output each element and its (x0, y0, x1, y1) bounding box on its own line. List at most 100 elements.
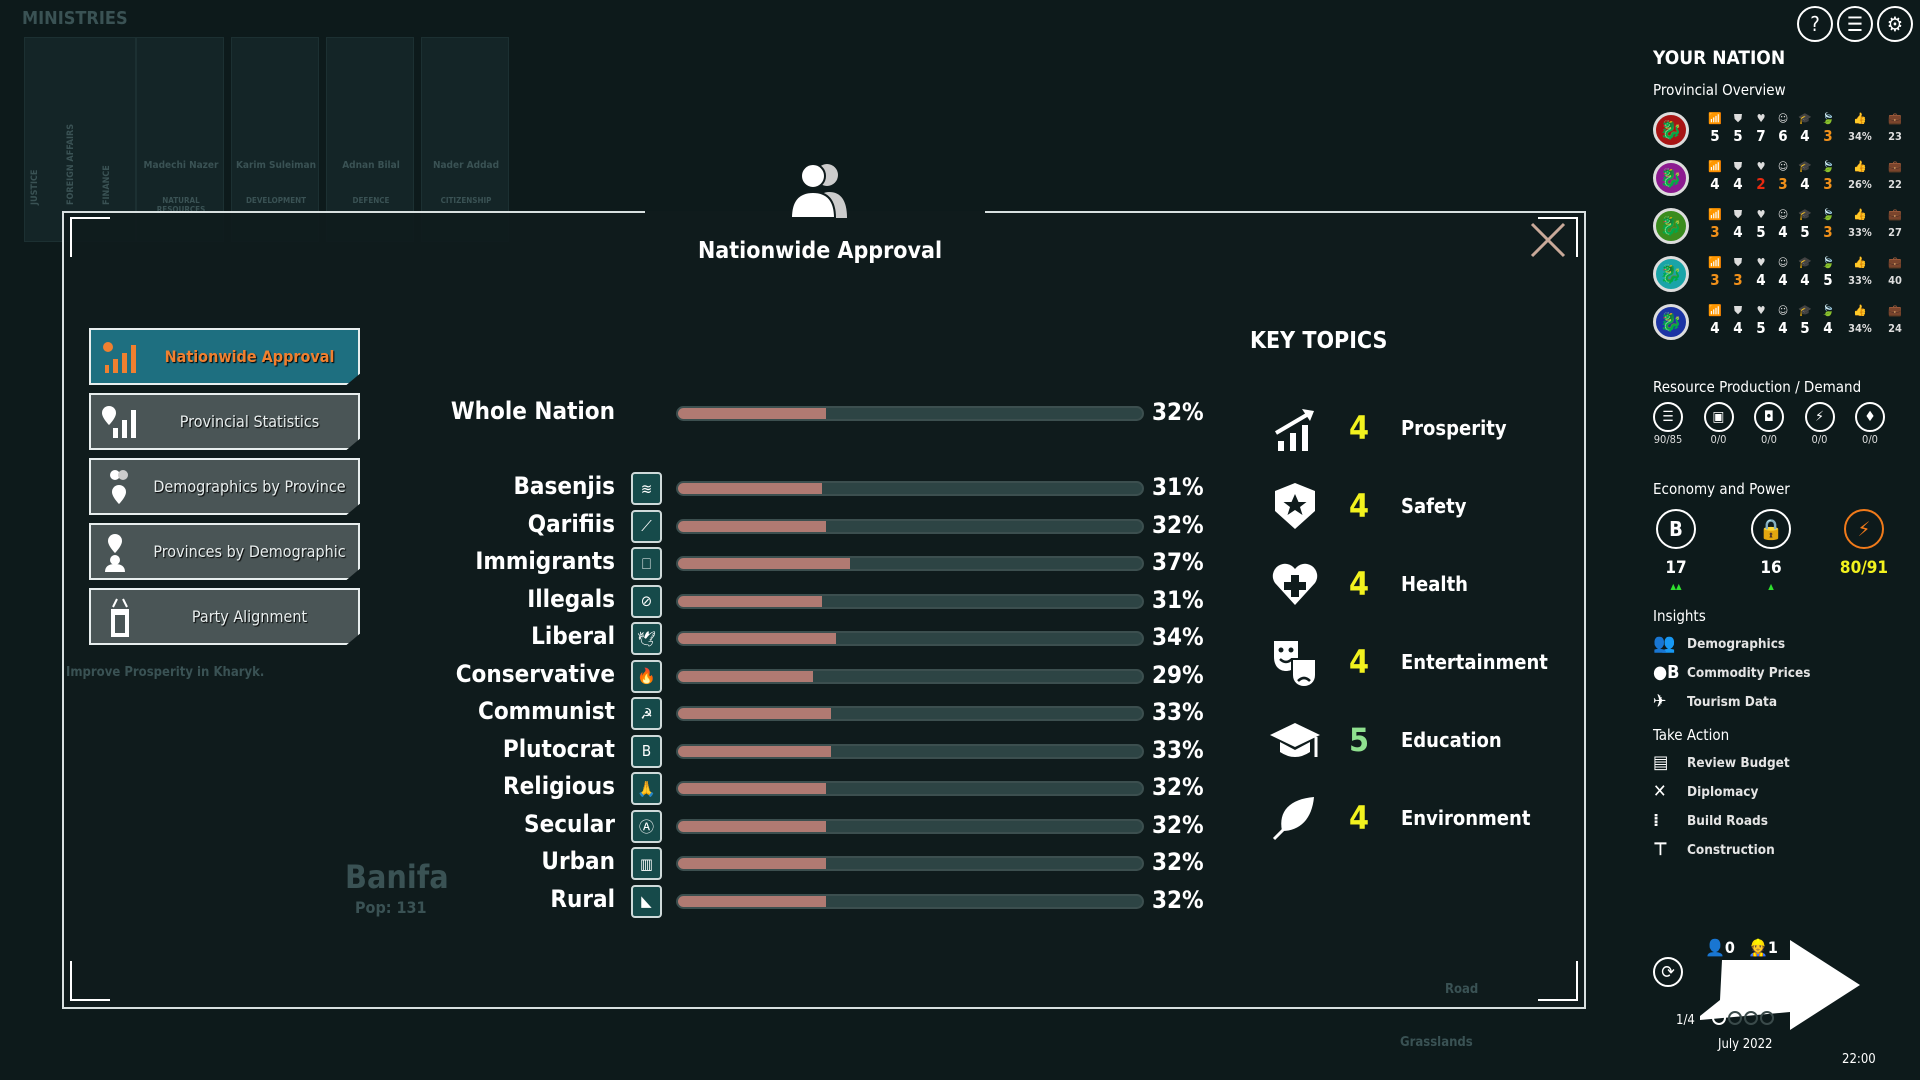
jobs-icon: 💼 (1888, 256, 1902, 269)
ministry-role: DEFENCE (352, 196, 390, 205)
timer-icon (1712, 1011, 1726, 1025)
province-emblem[interactable]: 🐉 (1653, 304, 1689, 340)
close-icon[interactable] (1528, 220, 1568, 260)
passport-icon: ⎕ (631, 547, 662, 580)
province-stat: 5 (1733, 127, 1743, 145)
approval-bar-fill (678, 595, 822, 607)
link-tourism-data[interactable]: ✈ Tourism Data (1653, 691, 1777, 712)
key-topic-label: Prosperity (1401, 416, 1507, 440)
approval-percent: 34% (1152, 623, 1204, 651)
province-emblem[interactable]: 🐉 (1653, 208, 1689, 244)
praying-hands-icon: 🙏 (631, 772, 662, 805)
entertainment-icon: ☺ (1777, 112, 1789, 125)
nav-button-party-alignment[interactable]: Party Alignment (89, 588, 360, 645)
budget-icon: ▤ (1653, 752, 1669, 773)
link-diplomacy[interactable]: ✕ Diplomacy (1653, 781, 1758, 802)
province-emblem[interactable]: 🐉 (1653, 160, 1689, 196)
education-icon: 🎓 (1798, 112, 1812, 125)
nav-button-nationwide-approval[interactable]: Nationwide Approval (89, 328, 360, 385)
take-action-title: Take Action (1653, 726, 1730, 744)
secret-folder-icon[interactable]: 🔒 (1751, 509, 1791, 549)
prosperity-icon: 📶 (1708, 112, 1722, 125)
health-icon: ♥ (1756, 160, 1766, 173)
link-label: Commodity Prices (1687, 664, 1811, 681)
nav-button-label: Provincial Statistics (179, 412, 320, 431)
nav-button-demographics-by-province[interactable]: Demographics by Province (89, 458, 360, 515)
ministry-vertical-label: FOREIGN AFFAIRS (66, 123, 76, 205)
key-topic-label: Environment (1401, 806, 1531, 830)
leaf-icon (1265, 793, 1325, 843)
province-approval: 33% (1848, 274, 1872, 287)
modal-title: Nationwide Approval (697, 238, 943, 264)
pin-people-icon (97, 530, 141, 574)
environment-icon: 🍃 (1821, 304, 1835, 317)
settings-icon[interactable]: ⚙ (1877, 6, 1913, 42)
approval-bar (676, 818, 1144, 834)
theater-masks-icon (1265, 637, 1325, 687)
safety-icon: ⛊ (1733, 256, 1743, 269)
dove-icon: 🕊 (631, 622, 662, 655)
approval-bar-fill (678, 783, 827, 794)
workers-count: 👷1 (1748, 938, 1778, 957)
gem-icon: ♦ (1855, 402, 1885, 432)
link-commodity-prices[interactable]: ●B Commodity Prices (1653, 662, 1810, 683)
link-review-budget[interactable]: ▤ Review Budget (1653, 752, 1790, 773)
education-icon: 🎓 (1798, 208, 1812, 221)
link-build-roads[interactable]: ⁞ Build Roads (1653, 810, 1768, 831)
nav-button-provincial-statistics[interactable]: Provincial Statistics (89, 393, 360, 450)
approval-percent: 32% (1152, 885, 1204, 914)
key-topic-score: 4 (1349, 643, 1370, 681)
education-icon: 🎓 (1798, 256, 1812, 269)
podium-icon (97, 595, 141, 639)
power-icon[interactable]: ⚡ (1844, 509, 1884, 549)
help-icon[interactable]: ? (1797, 6, 1833, 42)
province-stat: 6 (1778, 127, 1788, 145)
currency-icon[interactable]: B (1656, 509, 1696, 549)
approval-percent: 32% (1152, 848, 1204, 876)
link-label: Review Budget (1687, 754, 1790, 771)
group-label: Religious (503, 772, 615, 800)
approval-icon: 👍 (1853, 256, 1867, 269)
link-label: Build Roads (1687, 812, 1768, 829)
commodity-icon: ●B (1653, 662, 1680, 683)
ministry-card: Karim Suleiman DEVELOPMENT (231, 37, 319, 242)
insights-title: Insights (1653, 607, 1706, 625)
group-label: Whole Nation (450, 397, 615, 425)
province-emblem[interactable]: 🐉 (1653, 112, 1689, 148)
menu-icon[interactable]: ☰ (1837, 6, 1873, 42)
group-label: Qarifiis (527, 509, 615, 538)
flags-icon: ✕ (1653, 781, 1667, 802)
growth-chart-icon (1265, 403, 1325, 453)
link-construction[interactable]: ⊤ Construction (1653, 839, 1775, 860)
environment-icon: 🍃 (1821, 112, 1835, 125)
province-stat: 4 (1800, 175, 1810, 193)
minister-name: Adnan Bilal (342, 160, 400, 171)
prosperity-icon: 📶 (1708, 160, 1722, 173)
group-label: Illegals (527, 584, 615, 613)
approval-percent: 33% (1152, 698, 1204, 726)
province-stat: 5 (1800, 319, 1810, 337)
link-demographics[interactable]: 👥 Demographics (1653, 633, 1785, 654)
nav-button-provinces-by-demographic[interactable]: Provinces by Demographic (89, 523, 360, 580)
ministries-label: MINISTRIES (22, 8, 128, 29)
approval-bar (676, 781, 1144, 796)
minister-name: Nader Addad (432, 160, 500, 171)
key-topic-score: 4 (1349, 799, 1370, 837)
province-emblem[interactable]: 🐉 (1653, 256, 1689, 292)
entertainment-icon: ☺ (1777, 208, 1789, 221)
end-turn-button[interactable] (1700, 940, 1865, 1034)
key-topic-prosperity: 4 Prosperity (1265, 398, 1507, 458)
province-stat: 3 (1778, 175, 1788, 193)
turn-time: 22:00 (1842, 1052, 1876, 1067)
turn-phase: 1/4 (1676, 1013, 1695, 1028)
province-stat: 5 (1756, 223, 1766, 241)
group-label: Urban (541, 847, 615, 875)
advisors-value: 0 (1724, 938, 1735, 957)
refresh-icon[interactable]: ⟳ (1653, 957, 1683, 987)
minister-name: Karim Suleiman (235, 160, 317, 171)
approval-bar (676, 593, 1144, 609)
province-jobs: 22 (1888, 178, 1902, 191)
shield-star-icon (1265, 481, 1325, 531)
objective-text: Improve Prosperity in Kharyk. (66, 665, 265, 680)
group-label: Immigrants (475, 547, 615, 575)
